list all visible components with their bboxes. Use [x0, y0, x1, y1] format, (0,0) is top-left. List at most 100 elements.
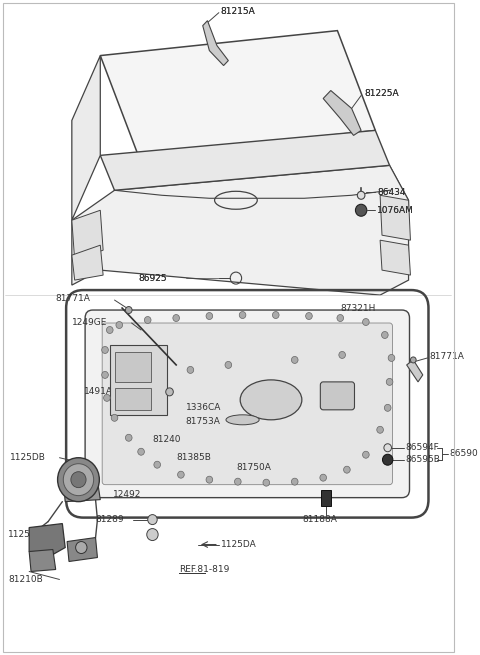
Text: 81240: 81240 — [153, 436, 181, 444]
Circle shape — [362, 318, 369, 326]
Circle shape — [173, 314, 180, 322]
Circle shape — [306, 312, 312, 320]
Circle shape — [357, 191, 365, 199]
Text: 1249GE: 1249GE — [72, 318, 107, 326]
Text: 81215A: 81215A — [221, 7, 255, 16]
Polygon shape — [407, 360, 423, 382]
Polygon shape — [323, 90, 361, 136]
Text: 86590: 86590 — [449, 449, 478, 458]
Circle shape — [339, 352, 346, 358]
Circle shape — [111, 415, 118, 421]
FancyBboxPatch shape — [85, 310, 409, 498]
Circle shape — [125, 434, 132, 441]
Circle shape — [116, 322, 122, 329]
Polygon shape — [29, 550, 56, 571]
Text: 81215A: 81215A — [221, 7, 255, 16]
Circle shape — [383, 454, 393, 465]
Text: 1336CA: 1336CA — [186, 403, 221, 413]
Text: 81771A: 81771A — [430, 352, 464, 362]
Circle shape — [377, 426, 384, 433]
Polygon shape — [72, 210, 103, 260]
Circle shape — [384, 443, 392, 452]
Polygon shape — [100, 130, 390, 191]
Polygon shape — [72, 56, 100, 220]
Polygon shape — [115, 165, 408, 240]
Text: 81230: 81230 — [67, 543, 96, 552]
Circle shape — [239, 312, 246, 318]
Ellipse shape — [240, 380, 302, 420]
Circle shape — [320, 474, 326, 481]
Text: 12492: 12492 — [113, 490, 141, 499]
Ellipse shape — [226, 415, 259, 425]
Circle shape — [386, 379, 393, 385]
Circle shape — [235, 478, 241, 485]
Circle shape — [410, 357, 416, 363]
Circle shape — [344, 466, 350, 473]
Circle shape — [71, 472, 86, 488]
Circle shape — [154, 461, 160, 468]
Text: 1125DB: 1125DB — [8, 530, 44, 539]
Circle shape — [144, 316, 151, 324]
Text: 1076AM: 1076AM — [377, 206, 414, 215]
Text: 81289: 81289 — [96, 515, 124, 524]
Circle shape — [148, 515, 157, 525]
Circle shape — [58, 458, 99, 502]
Circle shape — [178, 471, 184, 478]
Text: 87321H: 87321H — [340, 303, 376, 312]
Text: 81225A: 81225A — [364, 89, 398, 98]
Text: 86594F: 86594F — [406, 443, 440, 452]
Polygon shape — [380, 195, 410, 240]
Polygon shape — [72, 165, 408, 295]
Text: 81225A: 81225A — [364, 89, 398, 98]
FancyBboxPatch shape — [102, 323, 393, 485]
Circle shape — [63, 464, 94, 496]
Text: 86925: 86925 — [138, 274, 167, 282]
Circle shape — [263, 479, 270, 486]
Text: 81385B: 81385B — [176, 453, 211, 462]
Circle shape — [138, 448, 144, 455]
Text: 86925: 86925 — [138, 274, 167, 282]
Text: 81771A: 81771A — [56, 293, 91, 303]
FancyBboxPatch shape — [320, 382, 355, 410]
Circle shape — [362, 451, 369, 458]
Circle shape — [291, 356, 298, 364]
Circle shape — [382, 331, 388, 339]
Circle shape — [355, 204, 367, 216]
Circle shape — [102, 346, 108, 354]
Circle shape — [206, 476, 213, 483]
Circle shape — [166, 388, 173, 396]
Polygon shape — [67, 538, 97, 561]
Text: 1125DB: 1125DB — [10, 453, 46, 462]
Text: 1125DA: 1125DA — [221, 540, 256, 549]
Text: REF.81-819: REF.81-819 — [179, 565, 229, 574]
Text: 81750A: 81750A — [236, 463, 271, 472]
Text: 86595B: 86595B — [406, 455, 441, 464]
Circle shape — [291, 478, 298, 485]
Text: 81753A: 81753A — [186, 417, 220, 426]
Circle shape — [125, 307, 132, 314]
Circle shape — [225, 362, 232, 368]
Circle shape — [147, 529, 158, 540]
Text: 81188A: 81188A — [302, 515, 337, 524]
Circle shape — [273, 312, 279, 318]
Circle shape — [107, 326, 113, 333]
Polygon shape — [100, 31, 375, 155]
Circle shape — [76, 542, 87, 553]
Circle shape — [337, 314, 344, 322]
Circle shape — [384, 404, 391, 411]
Polygon shape — [380, 240, 410, 275]
Circle shape — [388, 354, 395, 362]
Text: 81210B: 81210B — [8, 575, 43, 584]
Text: 86434: 86434 — [377, 188, 406, 196]
Text: 1491AD: 1491AD — [84, 387, 120, 396]
Text: 86434: 86434 — [377, 188, 406, 196]
Polygon shape — [110, 345, 167, 415]
Circle shape — [102, 371, 108, 379]
Polygon shape — [115, 388, 151, 410]
Polygon shape — [203, 21, 228, 66]
Circle shape — [104, 394, 110, 402]
Polygon shape — [29, 523, 65, 555]
Text: 1076AM: 1076AM — [377, 206, 414, 215]
Circle shape — [187, 366, 194, 373]
Polygon shape — [72, 245, 103, 280]
